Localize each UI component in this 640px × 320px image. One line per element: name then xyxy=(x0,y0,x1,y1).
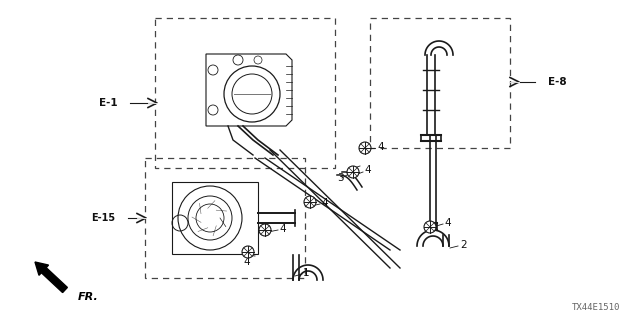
Circle shape xyxy=(242,246,254,258)
Circle shape xyxy=(347,166,359,178)
Text: FR.: FR. xyxy=(78,292,99,302)
Circle shape xyxy=(424,221,436,233)
Text: 4: 4 xyxy=(364,165,371,175)
Text: 4: 4 xyxy=(243,257,250,267)
Text: E-15: E-15 xyxy=(91,213,115,223)
Text: 4: 4 xyxy=(321,198,328,208)
Text: 3: 3 xyxy=(337,173,344,183)
Text: E-1: E-1 xyxy=(99,98,118,108)
Text: 1: 1 xyxy=(303,268,310,278)
Text: E-8: E-8 xyxy=(548,77,566,87)
Circle shape xyxy=(259,224,271,236)
Text: TX44E1510: TX44E1510 xyxy=(572,303,620,312)
Text: 4: 4 xyxy=(377,142,383,152)
Text: 2: 2 xyxy=(460,240,467,250)
FancyArrow shape xyxy=(35,262,67,292)
Text: 4: 4 xyxy=(279,224,285,234)
Text: 4: 4 xyxy=(444,218,451,228)
Circle shape xyxy=(304,196,316,208)
Circle shape xyxy=(359,142,371,154)
